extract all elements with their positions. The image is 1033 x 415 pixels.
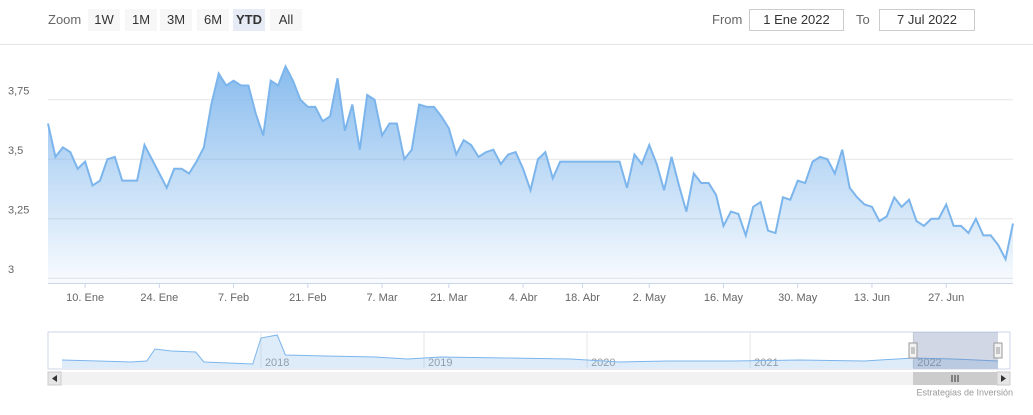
zoom-button[interactable]: 6M [197, 9, 229, 31]
x-tick-label: 7. Mar [366, 292, 398, 304]
zoom-label: Zoom [48, 12, 82, 27]
scrollbar [47, 371, 1011, 386]
nav-x-label: 2019 [428, 357, 452, 369]
x-tick-label: 21. Mar [430, 292, 468, 304]
x-tick-label: 27. Jun [928, 292, 964, 304]
zoom-button[interactable]: 1W [88, 9, 120, 31]
nav-area [62, 335, 998, 368]
x-tick-label: 2. May [633, 292, 667, 304]
handle-grip [996, 347, 1000, 354]
y-tick-label: 3,5 [8, 145, 23, 157]
x-tick-label: 16. May [704, 292, 744, 304]
zoom-button[interactable]: All [270, 9, 302, 31]
y-tick-label: 3 [8, 264, 14, 276]
arrow-right [1001, 375, 1006, 382]
x-tick-label: 7. Feb [218, 292, 249, 304]
thumb-grip [951, 375, 959, 382]
from-label: From [712, 12, 743, 27]
nav-x-label: 2018 [265, 357, 289, 369]
x-tick-label: 24. Ene [140, 292, 178, 304]
x-tick-label: 4. Abr [509, 292, 538, 304]
x-tick-label: 18. Abr [565, 292, 600, 304]
chart: Estrategias de Inversión 3 3,25 3,5 3,75 10.… [0, 44, 1033, 397]
navigator-frame [47, 331, 1011, 370]
x-tick-label: 10. Ene [66, 292, 104, 304]
arrow-left [52, 375, 57, 382]
zoom-button[interactable]: 3M [160, 9, 192, 31]
x-tick-label: 30. May [778, 292, 818, 304]
credits: Estrategias de Inversión [916, 387, 1013, 397]
from-input[interactable]: 1 Ene 2022 [749, 9, 844, 31]
zoom-button[interactable]: YTD [233, 9, 265, 31]
nav-handle[interactable] [993, 342, 1003, 359]
y-tick-label: 3,25 [8, 205, 29, 217]
to-input[interactable]: 7 Jul 2022 [879, 9, 975, 31]
nav-line [61, 334, 999, 365]
area-fill [48, 66, 1013, 283]
nav-handle[interactable] [908, 342, 918, 359]
x-tick-label: 13. Jun [854, 292, 890, 304]
price-line [47, 64, 1014, 263]
handle-grip [911, 347, 915, 354]
nav-x-label: 2020 [591, 357, 615, 369]
scrollbar-track [48, 372, 1010, 385]
to-label: To [856, 12, 870, 27]
nav-mask [913, 332, 998, 369]
y-tick-label: 3,75 [8, 86, 29, 98]
nav-x-label: 2022 [917, 357, 941, 369]
nav-x-label: 2021 [754, 357, 778, 369]
zoom-button[interactable]: 1M [125, 9, 157, 31]
x-tick-label: 21. Feb [289, 292, 326, 304]
